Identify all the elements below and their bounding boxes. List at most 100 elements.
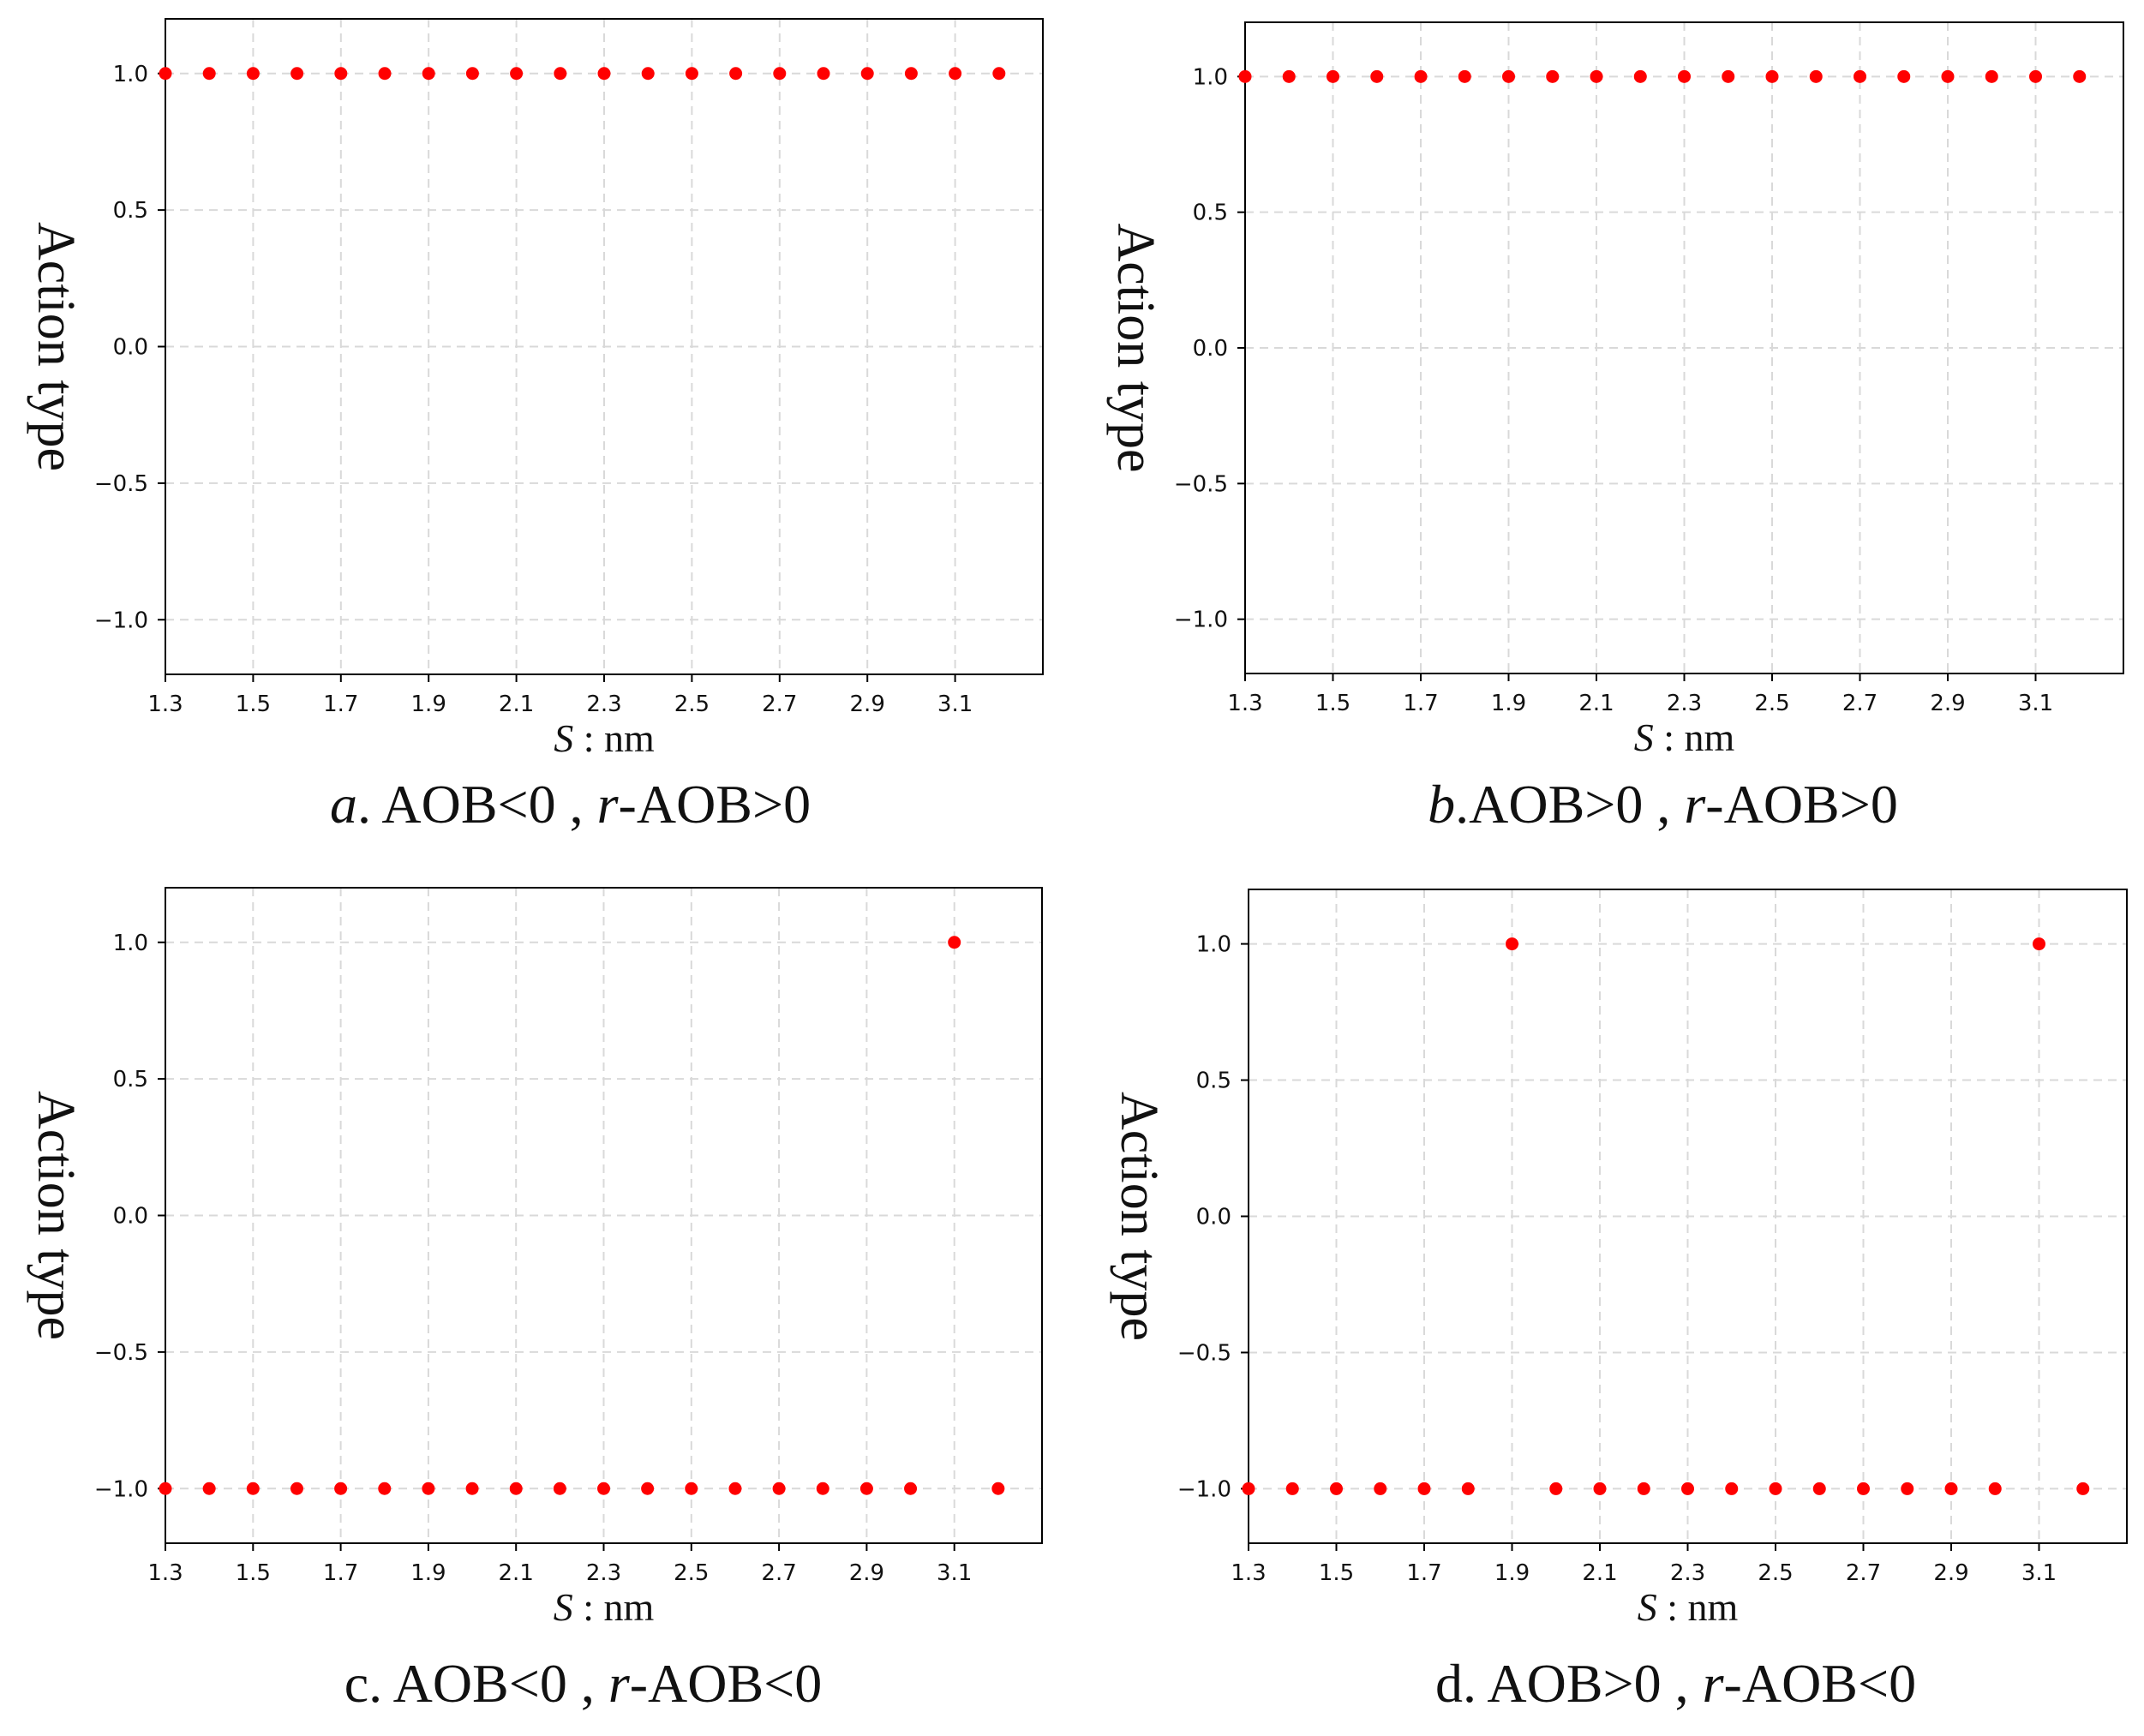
data-point xyxy=(859,1482,873,1495)
data-point xyxy=(159,67,172,81)
data-point xyxy=(773,67,787,81)
data-point xyxy=(1988,1482,2002,1495)
x-tick-label: 1.5 xyxy=(236,1560,271,1586)
data-point xyxy=(948,936,961,949)
data-point xyxy=(1678,69,1691,83)
y-tick-label: 0.0 xyxy=(113,335,148,361)
data-point xyxy=(1458,69,1471,83)
panel-d-caption: d. AOB>0 , r-AOB<0 xyxy=(1140,1652,2144,1715)
data-point xyxy=(1282,69,1296,83)
x-tick-label: 2.3 xyxy=(586,1560,621,1586)
data-point xyxy=(159,1482,172,1495)
caption-letter: d xyxy=(1434,1653,1463,1714)
data-point xyxy=(1590,69,1603,83)
x-tick-label: 2.9 xyxy=(850,691,885,717)
data-point xyxy=(1901,1482,1914,1495)
x-tick-label: 2.5 xyxy=(1754,691,1789,716)
data-point xyxy=(334,1482,348,1495)
data-point xyxy=(290,1482,303,1495)
x-tick-label: 2.3 xyxy=(1670,1560,1705,1586)
data-point xyxy=(1722,69,1735,83)
x-tick-label: 1.7 xyxy=(323,1560,358,1586)
x-tick-label: 2.5 xyxy=(1758,1560,1793,1586)
x-tick-label: 2.9 xyxy=(1930,691,1965,716)
y-tick-label: −0.5 xyxy=(94,1340,148,1366)
x-tick-label: 1.5 xyxy=(1319,1560,1354,1586)
data-point xyxy=(1285,1482,1299,1495)
data-point xyxy=(816,1482,829,1495)
x-axis-variable: S xyxy=(554,716,573,760)
x-tick-label: 2.7 xyxy=(1842,691,1877,716)
data-point xyxy=(1506,937,1518,951)
data-point xyxy=(1370,69,1384,83)
data-point xyxy=(422,1482,435,1495)
data-point xyxy=(465,67,479,81)
x-tick-label: 1.3 xyxy=(147,691,183,717)
data-point xyxy=(991,1482,1005,1495)
x-tick-label: 2.1 xyxy=(499,691,534,717)
caption-tail: -AOB<0 xyxy=(1723,1653,1917,1714)
data-point xyxy=(1374,1482,1387,1495)
data-point xyxy=(1854,69,1866,83)
data-point xyxy=(2029,69,2042,83)
data-point xyxy=(1809,69,1823,83)
data-point xyxy=(1549,1482,1563,1495)
data-point xyxy=(992,67,1006,81)
caption-text: .AOB>0 , xyxy=(1455,774,1685,835)
x-tick-label: 3.1 xyxy=(937,691,973,717)
caption-r: r xyxy=(596,774,619,835)
data-point xyxy=(1461,1482,1475,1495)
panel-c: 1.3 1.5 1.7 1.9 2.1 2.3 2.5 2.7 2.9 3.1 1.0 0.5 0.0 −… xyxy=(27,887,1043,1629)
data-point xyxy=(1593,1482,1607,1495)
x-axis-label: S : nm xyxy=(554,716,655,760)
data-point xyxy=(1327,69,1339,83)
data-point xyxy=(2073,69,2087,83)
caption-letter: c xyxy=(344,1653,369,1714)
x-tick-label: 1.9 xyxy=(410,1560,446,1586)
data-point xyxy=(860,67,874,81)
x-tick-label: 2.7 xyxy=(762,691,797,717)
x-tick-label: 3.1 xyxy=(937,1560,972,1586)
data-point xyxy=(1897,69,1911,83)
x-axis-unit: : nm xyxy=(573,1585,655,1629)
data-point xyxy=(1941,69,1955,83)
y-tick-label: −0.5 xyxy=(94,471,148,497)
data-point xyxy=(1238,69,1252,83)
data-point xyxy=(202,67,216,81)
x-tick-label: 2.5 xyxy=(674,691,710,717)
data-point xyxy=(202,1482,216,1495)
x-axis-variable: S xyxy=(1634,715,1654,759)
y-axis-label: Action type xyxy=(1110,1092,1168,1341)
data-point xyxy=(685,1482,698,1495)
data-point xyxy=(465,1482,479,1495)
data-point xyxy=(378,67,392,81)
y-tick-label: 0.5 xyxy=(1193,201,1228,226)
x-tick-label: 1.3 xyxy=(1227,691,1262,716)
y-tick-label: 0.5 xyxy=(113,198,148,224)
x-axis-unit: : nm xyxy=(1654,715,1735,759)
x-tick-label: 2.9 xyxy=(1933,1560,1968,1586)
data-point xyxy=(641,1482,655,1495)
data-point xyxy=(597,1482,610,1495)
data-point xyxy=(553,1482,566,1495)
x-axis-unit: : nm xyxy=(573,716,655,760)
data-point xyxy=(1769,1482,1782,1495)
y-tick-label: 0.5 xyxy=(113,1067,148,1092)
caption-text: . AOB<0 , xyxy=(368,1653,608,1714)
x-tick-label: 2.9 xyxy=(849,1560,884,1586)
data-point xyxy=(422,67,435,81)
x-tick-label: 2.7 xyxy=(1846,1560,1881,1586)
data-point xyxy=(554,67,567,81)
data-point xyxy=(2076,1482,2090,1495)
x-tick-label: 1.5 xyxy=(236,691,271,717)
x-tick-label: 2.3 xyxy=(1667,691,1702,716)
x-axis-label: S : nm xyxy=(554,1585,655,1629)
data-point xyxy=(334,67,348,81)
data-point xyxy=(1633,69,1647,83)
data-point xyxy=(1765,69,1779,83)
data-point xyxy=(378,1482,392,1495)
x-tick-label: 2.5 xyxy=(674,1560,709,1586)
panel-b: 1.3 1.5 1.7 1.9 2.1 2.3 2.5 2.7 2.9 3.1 1.0 0.5 0.0 −… xyxy=(1106,21,2124,759)
x-tick-label: 1.7 xyxy=(1403,691,1438,716)
